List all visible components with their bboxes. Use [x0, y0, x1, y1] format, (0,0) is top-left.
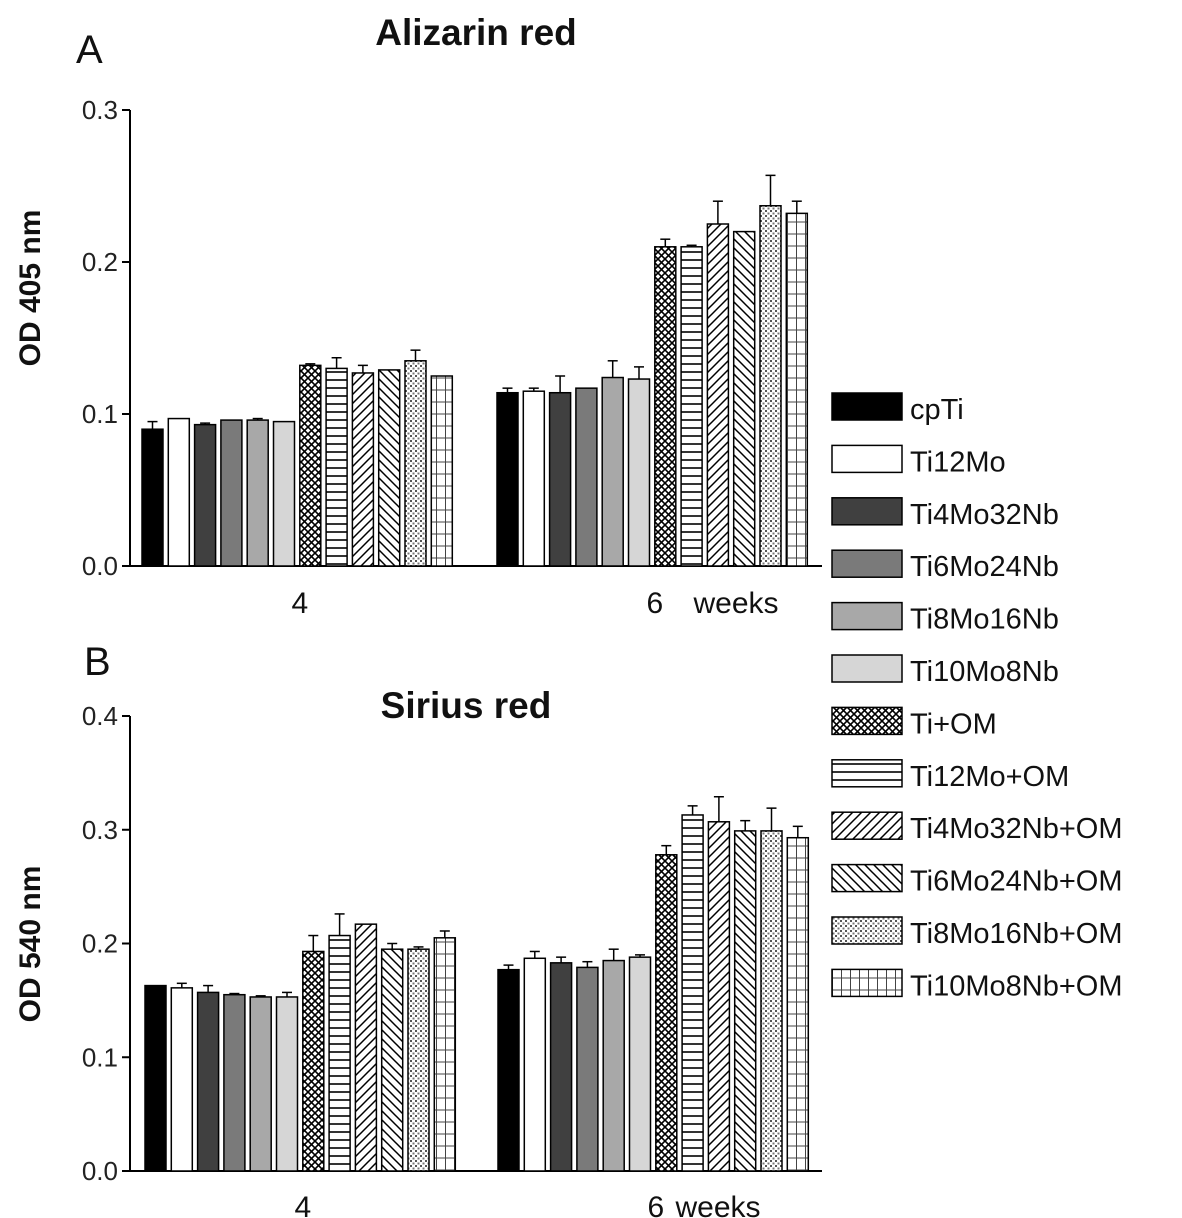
legend-label: Ti12Mo [910, 446, 1006, 478]
category-label: 4 [291, 587, 308, 620]
legend-swatch [831, 601, 903, 631]
legend-swatch [831, 444, 903, 474]
y-tick-label: 0.4 [82, 701, 118, 731]
bar [681, 814, 704, 1172]
bar [325, 367, 348, 567]
panel-b-letter: B [84, 640, 111, 684]
legend-swatch [831, 916, 903, 945]
bar [196, 991, 220, 1172]
bar [223, 993, 246, 1172]
bar [707, 821, 731, 1172]
panel-b-title: Sirius red [381, 685, 552, 726]
bar [170, 987, 194, 1172]
category-label: 6 [646, 587, 663, 620]
y-tick-label: 0.3 [82, 815, 118, 845]
bar [576, 966, 599, 1172]
legend-label: Ti8Mo16Nb [910, 604, 1059, 636]
category-label: 6 [647, 1191, 664, 1218]
bar [496, 391, 519, 567]
bar [655, 854, 678, 1172]
legend-label: Ti12Mo+OM [910, 761, 1069, 793]
bar [328, 934, 351, 1172]
bar [249, 996, 272, 1172]
bar [602, 959, 625, 1172]
y-tick-label: 0.1 [82, 1042, 118, 1072]
panel-a-y-axis-label: OD 405 nm [14, 210, 47, 367]
legend-label: Ti+OM [910, 708, 997, 740]
bar [275, 996, 299, 1172]
legend-label: Ti4Mo32Nb+OM [910, 813, 1122, 845]
legend-swatch [831, 759, 903, 788]
bar [785, 212, 809, 567]
category-label: 4 [294, 1191, 311, 1218]
legend-label: Ti8Mo16Nb+OM [910, 918, 1122, 950]
bar [141, 428, 164, 567]
y-tick-label: 0.2 [82, 929, 118, 959]
legend-label: Ti10Mo8Nb+OM [910, 970, 1122, 1002]
legend-swatch [831, 811, 903, 840]
bar [627, 378, 651, 567]
legend-label: Ti10Mo8Nb [910, 656, 1059, 688]
bar [193, 423, 217, 567]
y-tick-label: 0.0 [82, 551, 118, 581]
bar [548, 391, 572, 567]
bar [302, 950, 325, 1172]
legend-label: cpTi [910, 394, 964, 426]
bar [144, 984, 167, 1172]
bar [404, 360, 427, 567]
panel-b-y-axis-label: OD 540 nm [14, 866, 47, 1023]
legend-swatch [831, 549, 903, 578]
bar [733, 830, 757, 1172]
bar [522, 390, 546, 567]
bar [759, 205, 782, 567]
bar [351, 372, 375, 567]
bar [377, 369, 401, 567]
bar [680, 246, 703, 567]
bar [575, 387, 598, 567]
bar [354, 923, 378, 1172]
panel-a-letter: A [76, 28, 103, 72]
y-tick-label: 0.2 [82, 247, 118, 277]
bar [654, 246, 677, 567]
legend-swatch [831, 706, 903, 736]
bar [601, 376, 624, 567]
bar [220, 419, 243, 567]
panel-a-plot: 0.0 0.1 0.2 0.3 4 6 weeks [82, 95, 822, 620]
legend-swatch [831, 392, 903, 421]
legend-label: Ti6Mo24Nb [910, 551, 1059, 583]
y-tick-label: 0.0 [82, 1156, 118, 1186]
bar [299, 364, 322, 567]
legend-label: Ti4Mo32Nb [910, 499, 1059, 531]
bar [430, 375, 454, 567]
bar [433, 937, 457, 1172]
bar [497, 968, 520, 1172]
bar [760, 830, 783, 1172]
bar [706, 223, 730, 567]
x-axis-label: weeks [674, 1191, 760, 1218]
legend-label: Ti6Mo24Nb+OM [910, 866, 1122, 898]
bar [549, 962, 573, 1172]
bar [380, 948, 404, 1172]
bar [246, 419, 269, 567]
bar [628, 956, 652, 1172]
legend-swatch [831, 497, 903, 526]
bar [272, 420, 296, 567]
bar [523, 957, 547, 1172]
y-tick-label: 0.3 [82, 95, 118, 125]
legend-swatch [831, 968, 903, 998]
legend: cpTi Ti12Mo Ti4Mo32Nb Ti6Mo24Nb Ti8Mo16Nb Ti1… [831, 392, 1122, 1002]
panel-b-plot: 0.0 0.1 0.2 0.3 0.4 4 6 weeks [82, 701, 822, 1218]
y-tick-label: 0.1 [82, 399, 118, 429]
bar [407, 948, 430, 1172]
legend-swatch [831, 654, 903, 683]
legend-swatch [831, 863, 903, 893]
x-axis-label: weeks [692, 587, 778, 620]
bar [786, 836, 810, 1172]
bar [732, 230, 756, 567]
panel-a-title: Alizarin red [375, 12, 577, 53]
bar [167, 417, 191, 567]
